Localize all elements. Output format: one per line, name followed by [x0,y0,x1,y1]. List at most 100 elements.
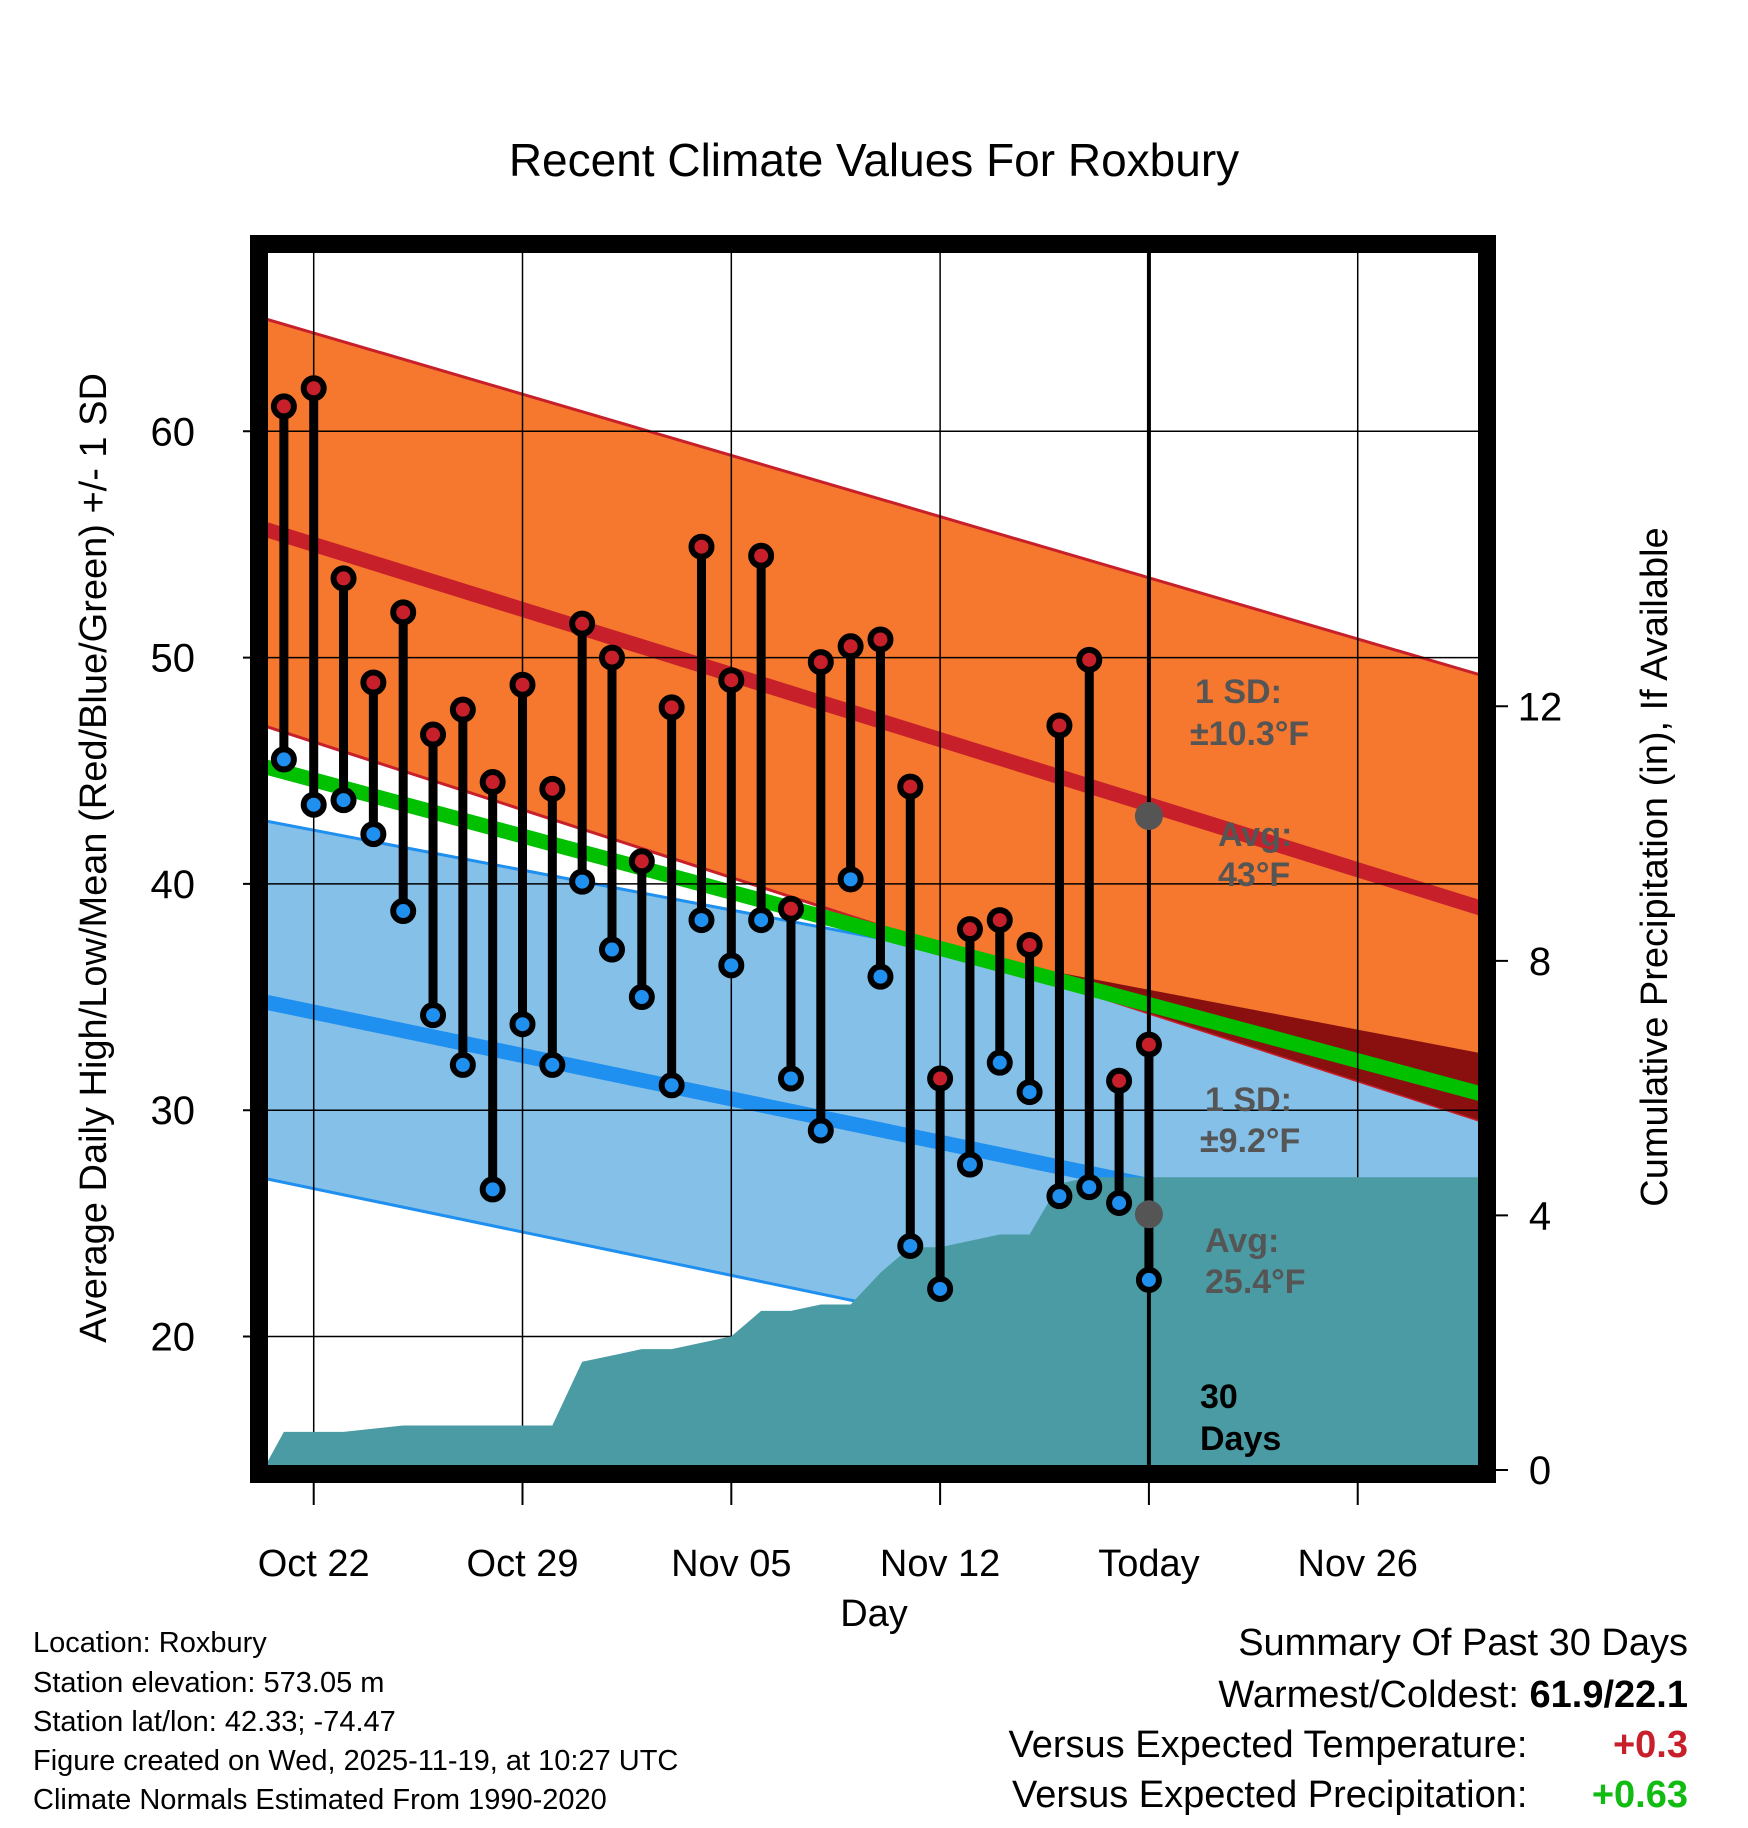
y2-tick-label-3: 12 [1518,685,1563,729]
low-point-8 [509,1011,536,1038]
summary-warmest-label: Warmest/Coldest: [1218,1674,1519,1716]
days-count: 30 [1200,1378,1238,1416]
low-point-19 [837,866,864,893]
high-point-29 [1135,1031,1162,1058]
high-point-12 [628,848,655,875]
low-point-29 [1135,1266,1162,1293]
chart-title: Recent Climate Values For Roxbury [509,134,1239,186]
high-point-7 [479,769,506,796]
high-point-20 [867,626,894,653]
high-point-15 [718,667,745,694]
x-tick-label-0: Oct 22 [258,1543,370,1585]
info-elevation: Station elevation: 573.05 m [33,1667,385,1699]
low-point-16 [748,907,775,934]
low-point-12 [628,984,655,1011]
high-point-13 [658,694,685,721]
y2-tick-label-0: 0 [1529,1449,1551,1493]
low-point-23 [956,1151,983,1178]
high-sd-value: ±10.3°F [1190,715,1309,753]
high-point-28 [1106,1067,1133,1094]
high-point-10 [569,610,596,637]
x-tick-label-1: Oct 29 [467,1543,579,1585]
x-tick-label-4: Today [1098,1543,1199,1585]
low-point-15 [718,952,745,979]
low-point-3 [360,821,387,848]
summary-temp-label: Versus Expected Temperature: [1008,1724,1528,1766]
high-point-21 [897,773,924,800]
high-point-8 [509,671,536,698]
x-axis-label: Day [840,1593,908,1635]
y-tick-label-0: 20 [151,1315,196,1359]
low-point-17 [777,1065,804,1092]
low-point-22 [927,1275,954,1302]
low-point-10 [569,868,596,895]
low-point-0 [270,746,297,773]
summary-temp-value: +0.3 [1612,1724,1688,1766]
high-point-3 [360,669,387,696]
low-avg-value: 25.4°F [1205,1263,1306,1301]
high-point-22 [927,1065,954,1092]
x-tick-label-5: Nov 26 [1298,1543,1418,1585]
plot-frame [250,235,1496,1483]
high-point-4 [390,599,417,626]
low-point-24 [986,1049,1013,1076]
info-created: Figure created on Wed, 2025-11-19, at 10… [33,1745,679,1777]
low-point-21 [897,1232,924,1259]
high-avg-marker [1134,802,1163,831]
high-point-9 [539,775,566,802]
high-point-1 [300,375,327,402]
low-avg-marker [1134,1200,1163,1229]
x-tick-label-3: Nov 12 [880,1543,1000,1585]
high-point-24 [986,907,1013,934]
low-point-13 [658,1072,685,1099]
low-point-9 [539,1051,566,1078]
low-point-20 [867,963,894,990]
low-point-28 [1106,1189,1133,1216]
normal-high-line [263,521,1483,916]
y-tick-label-1: 30 [151,1089,196,1133]
days-label: Days [1200,1420,1281,1458]
high-sd-label: 1 SD: [1195,673,1282,711]
high-point-23 [956,916,983,943]
x-tick-label-2: Nov 05 [671,1543,791,1585]
y-tick-label-3: 50 [151,637,196,681]
y2-tick-label-1: 4 [1529,1194,1551,1238]
low-point-25 [1016,1079,1043,1106]
summary-warmest-value: 61.9/22.1 [1529,1674,1688,1716]
low-sd-value: ±9.2°F [1200,1122,1300,1160]
high-point-16 [748,542,775,569]
y2-tick-label-2: 8 [1529,940,1551,984]
summary-precip-value: +0.63 [1591,1774,1688,1816]
summary-precip-row: Versus Expected Precipitation: +0.63 [1012,1774,1688,1817]
low-point-5 [420,1002,447,1029]
low-point-7 [479,1176,506,1203]
high-point-17 [777,895,804,922]
precip-area [263,1177,1483,1470]
high-point-26 [1046,712,1073,739]
low-point-6 [449,1051,476,1078]
low-point-14 [688,907,715,934]
high-point-0 [270,393,297,420]
info-location: Location: Roxbury [33,1627,267,1659]
low-point-2 [330,787,357,814]
high-avg-value: 43°F [1218,856,1290,894]
high-point-5 [420,721,447,748]
low-point-4 [390,898,417,925]
low-point-27 [1076,1174,1103,1201]
y-tick-label-4: 60 [151,410,196,454]
y-axis-label: Average Daily High/Low/Mean (Red/Blue/Gr… [73,373,115,1343]
high-avg-label: Avg: [1218,816,1292,854]
sd-band-overlap [974,956,1483,1122]
low-avg-label: Avg: [1205,1222,1279,1260]
summary-precip-label: Versus Expected Precipitation: [1012,1774,1528,1816]
low-point-18 [807,1117,834,1144]
high-point-6 [449,696,476,723]
high-point-27 [1076,646,1103,673]
high-point-2 [330,565,357,592]
high-point-14 [688,533,715,560]
y2-axis-label: Cumulative Precipitation (in), If Availa… [1634,527,1676,1206]
info-normals: Climate Normals Estimated From 1990-2020 [33,1784,607,1816]
high-point-18 [807,649,834,676]
summary-warmest-row: Warmest/Coldest: 61.9/22.1 [1218,1674,1688,1717]
